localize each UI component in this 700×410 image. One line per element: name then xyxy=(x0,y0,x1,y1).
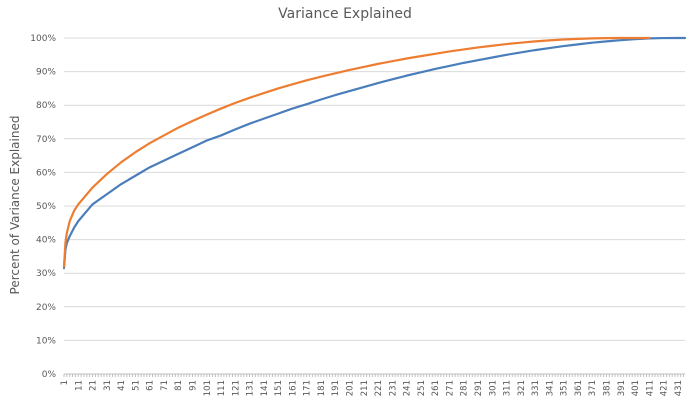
x-tick-label: 131 xyxy=(246,380,256,396)
x-tick-label: 271 xyxy=(445,380,455,396)
x-tick-labels: 1 11 21 31 41 51 61 71 81 91 101 111 121 131 141 151 161… xyxy=(60,380,684,396)
x-tick-label: 261 xyxy=(431,380,441,396)
x-tick-label: 121 xyxy=(231,380,241,396)
x-tick-label: 321 xyxy=(517,380,527,396)
x-tick-label: 251 xyxy=(417,380,427,396)
y-tick-label: 30% xyxy=(36,269,56,279)
x-tick-label: 431 xyxy=(674,380,684,396)
x-tick-label: 201 xyxy=(346,380,356,396)
y-tick-label: 70% xyxy=(36,135,56,145)
x-tick-label: 161 xyxy=(288,380,298,396)
x-tick-label: 241 xyxy=(403,380,413,396)
x-tick-label: 301 xyxy=(488,380,498,396)
x-tick-label: 191 xyxy=(331,380,341,396)
x-tick-label: 411 xyxy=(645,380,655,396)
x-tick-label: 381 xyxy=(602,380,612,396)
x-tick-label: 81 xyxy=(174,380,184,391)
x-tick-label: 11 xyxy=(74,380,84,391)
y-tick-label: 20% xyxy=(36,303,56,313)
y-tick-label: 100% xyxy=(30,34,56,44)
x-tick-label: 361 xyxy=(574,380,584,396)
x-tick-label: 351 xyxy=(560,380,570,396)
x-tick-label: 391 xyxy=(617,380,627,396)
x-tick-label: 1 xyxy=(60,380,70,385)
x-tick-label: 221 xyxy=(374,380,384,396)
x-tick-label: 291 xyxy=(474,380,484,396)
y-tick-label: 90% xyxy=(36,68,56,78)
y-tick-label: 10% xyxy=(36,336,56,346)
series-line-1 xyxy=(62,36,687,270)
y-tick-labels: 0% 10% 20% 30% 40% 50% 60% 70% 80% 90% 100% xyxy=(30,34,56,380)
x-tick-label: 281 xyxy=(460,380,470,396)
x-tick-label: 51 xyxy=(131,380,141,391)
y-tick-label: 0% xyxy=(42,370,57,380)
x-tick-label: 311 xyxy=(503,380,513,396)
x-tick-label: 231 xyxy=(388,380,398,396)
x-tick-label: 181 xyxy=(317,380,327,396)
x-tick-label: 61 xyxy=(146,380,156,391)
y-tick-label: 40% xyxy=(36,236,56,246)
gridlines xyxy=(63,37,685,377)
x-tick-label: 101 xyxy=(203,380,213,396)
x-tick-label: 91 xyxy=(188,380,198,391)
series-line-2 xyxy=(62,36,651,268)
x-tick-label: 21 xyxy=(89,380,99,391)
x-tick-label: 171 xyxy=(303,380,313,396)
x-tick-label: 331 xyxy=(531,380,541,396)
x-tick-label: 31 xyxy=(103,380,113,391)
y-tick-label: 50% xyxy=(36,202,56,212)
x-tick-label: 401 xyxy=(631,380,641,396)
x-tick-label: 141 xyxy=(260,380,270,396)
x-tick-label: 341 xyxy=(545,380,555,396)
chart-title: Variance Explained xyxy=(278,6,412,22)
series-lines xyxy=(62,36,687,270)
x-tick-label: 211 xyxy=(360,380,370,396)
x-tick-label: 151 xyxy=(274,380,284,396)
x-tick-label: 421 xyxy=(660,380,670,396)
y-tick-label: 80% xyxy=(36,101,56,111)
x-tick-label: 111 xyxy=(217,380,227,396)
x-tick-label: 41 xyxy=(117,380,127,391)
x-tick-label: 71 xyxy=(160,380,170,391)
y-tick-label: 60% xyxy=(36,168,56,178)
y-axis-label: Percent of Variance Explained xyxy=(8,116,22,295)
x-tick-label: 371 xyxy=(588,380,598,396)
